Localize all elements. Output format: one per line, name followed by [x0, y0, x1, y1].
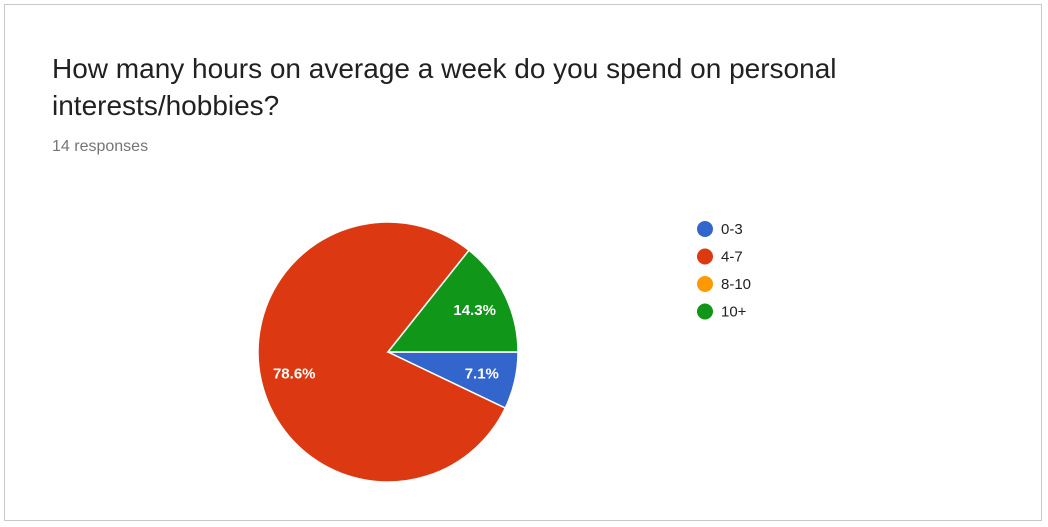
pie-value-labels: 7.1% 78.6% 14.3% [273, 302, 499, 382]
legend-marker-8-10 [697, 276, 713, 292]
chart-title: How many hours on average a week do you … [52, 53, 837, 121]
legend: 0-3 4-7 8-10 10+ [697, 221, 751, 321]
response-count: 14 responses [52, 138, 149, 155]
legend-label-10+[interactable]: 10+ [721, 304, 747, 321]
pie-value-label-10+: 14.3% [453, 302, 496, 319]
chart-card [4, 4, 1042, 521]
pie-value-label-4-7: 78.6% [273, 366, 316, 383]
legend-marker-10+ [697, 303, 713, 320]
legend-label-4-7[interactable]: 4-7 [721, 249, 743, 266]
pie-slice-4-7[interactable] [257, 221, 507, 483]
legend-label-8-10[interactable]: 8-10 [721, 276, 751, 293]
pie-slice-10+[interactable] [386, 249, 519, 353]
legend-marker-0-3 [697, 221, 713, 237]
pie-slices [257, 221, 519, 483]
pie-value-label-0-3: 7.1% [465, 365, 499, 382]
legend-label-0-3[interactable]: 0-3 [721, 221, 743, 238]
legend-marker-4-7 [697, 248, 713, 265]
